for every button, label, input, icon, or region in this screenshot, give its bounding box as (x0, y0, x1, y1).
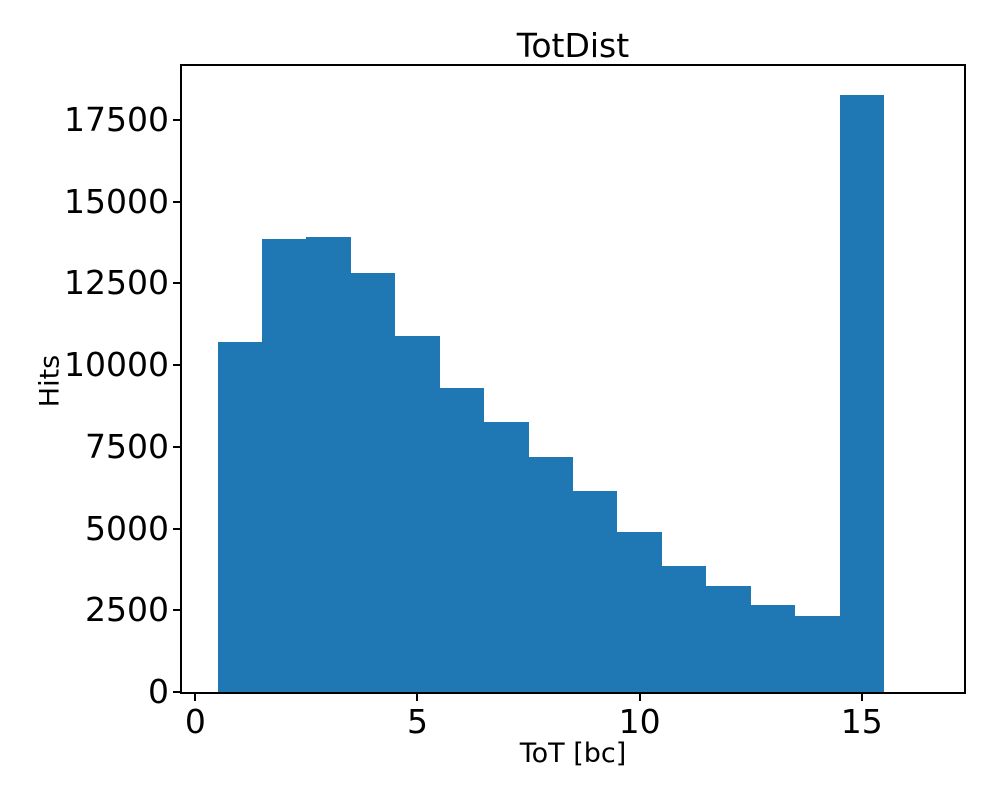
histogram-bar (439, 387, 485, 692)
histogram-bar (839, 95, 884, 692)
y-tick-label: 0 (148, 672, 169, 711)
histogram-bar (306, 236, 351, 692)
y-tick-mark (173, 200, 182, 203)
histogram-bar (217, 342, 262, 692)
plot-area (180, 64, 966, 694)
y-tick-label: 2500 (85, 590, 169, 630)
y-tick-mark (173, 527, 182, 530)
x-tick-mark (638, 692, 641, 701)
histogram-bar (617, 531, 662, 692)
histogram-bar (350, 272, 396, 692)
x-tick-label: 0 (184, 702, 206, 741)
x-tick-mark (860, 692, 863, 701)
y-tick-mark (173, 364, 182, 367)
bars-layer (182, 66, 964, 692)
chart-title: TotDist (516, 26, 630, 65)
histogram-bar (484, 422, 529, 692)
y-tick-label: 17500 (64, 99, 169, 139)
histogram-bar (750, 605, 796, 692)
y-tick-mark (173, 445, 182, 448)
histogram-bar (528, 457, 573, 692)
histogram-bar (395, 335, 440, 692)
x-tick-mark (416, 692, 419, 701)
y-tick-label: 10000 (64, 345, 169, 385)
y-tick-mark (173, 609, 182, 612)
x-tick-label: 10 (618, 702, 661, 741)
histogram-bar (261, 239, 307, 692)
y-tick-mark (173, 282, 182, 285)
y-tick-label: 5000 (85, 508, 169, 548)
x-tick-label: 5 (406, 702, 428, 741)
x-tick-label: 15 (840, 702, 883, 741)
x-tick-mark (194, 692, 197, 701)
y-tick-label: 12500 (64, 263, 169, 303)
histogram-bar (661, 565, 707, 692)
histogram-bar (795, 616, 840, 692)
x-axis-label: ToT [bc] (519, 738, 627, 769)
y-tick-label: 7500 (85, 426, 169, 466)
y-tick-label: 15000 (64, 181, 169, 221)
y-tick-mark (173, 691, 182, 693)
histogram-bar (706, 586, 751, 692)
histogram-bar (573, 491, 618, 692)
y-tick-mark (173, 118, 182, 121)
